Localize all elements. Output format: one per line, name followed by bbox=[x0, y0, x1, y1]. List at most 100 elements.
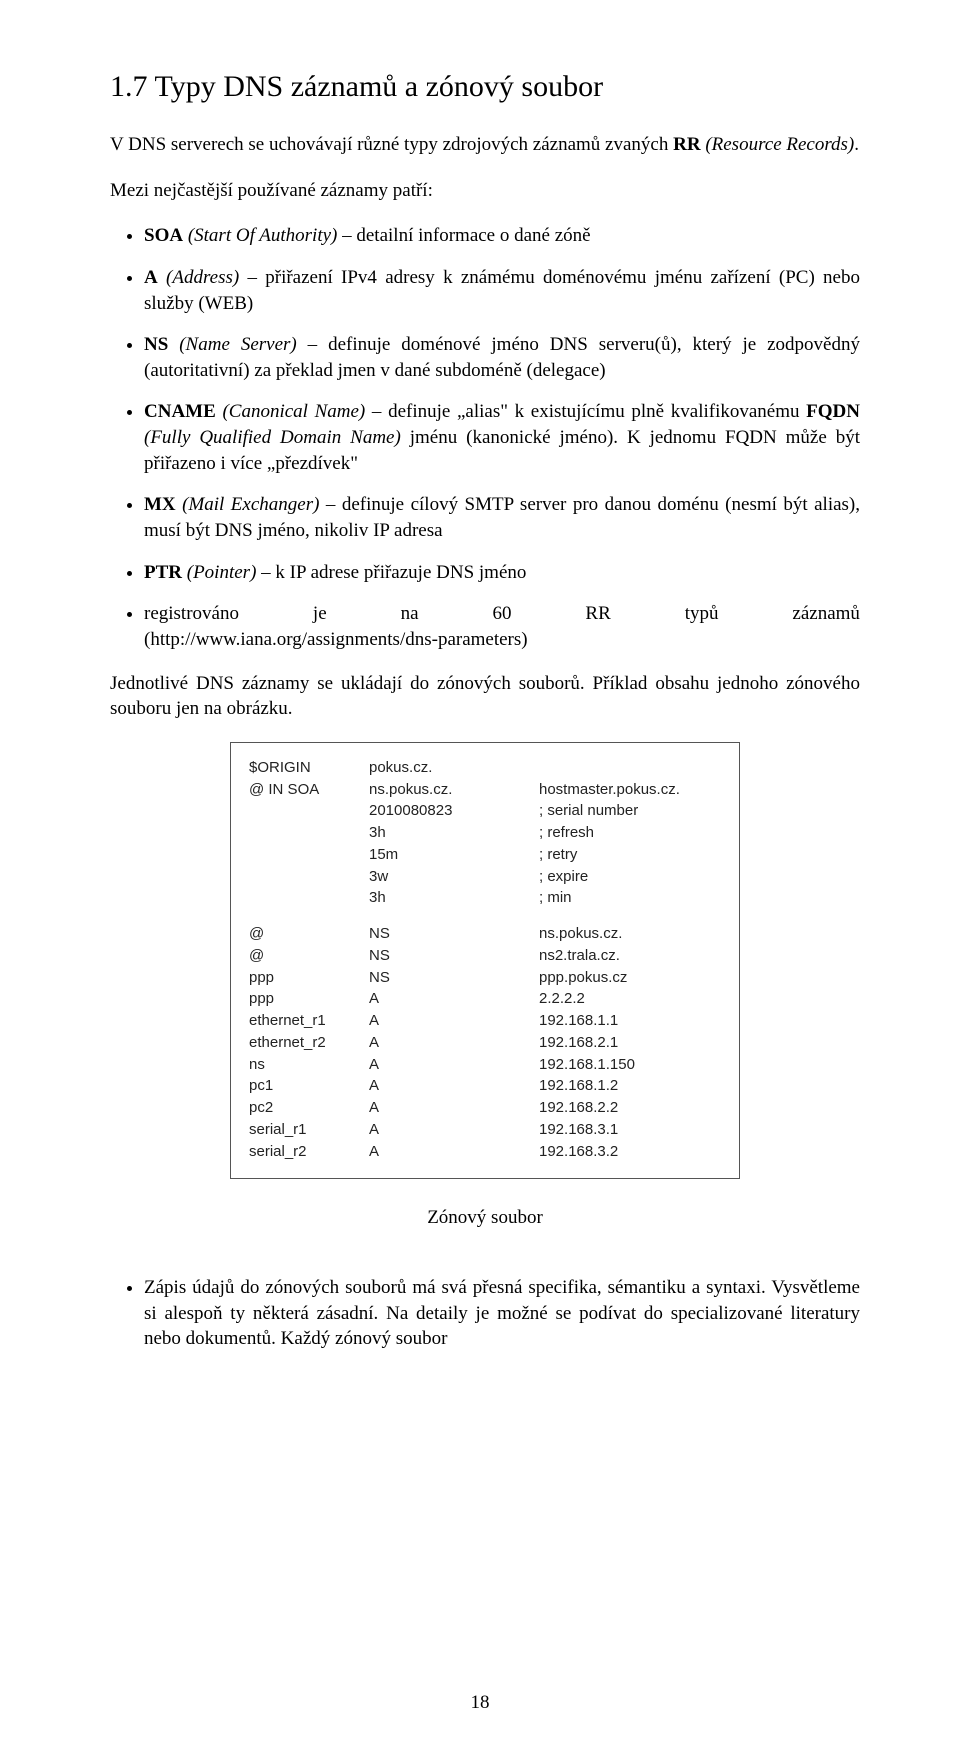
zone-body-cell: A bbox=[369, 1119, 539, 1141]
zone-body-cell: @ bbox=[249, 945, 369, 967]
mx-label: MX bbox=[144, 494, 176, 515]
rr-abbrev: RR bbox=[673, 134, 700, 155]
zone-body-row: pppA2.2.2.2 bbox=[249, 988, 721, 1010]
soa-label: SOA bbox=[144, 225, 183, 246]
reg-w4: RR bbox=[585, 601, 610, 627]
zone-body-cell: ppp.pokus.cz bbox=[539, 967, 721, 989]
reg-w2: na bbox=[401, 601, 419, 627]
cname-label: CNAME bbox=[144, 401, 216, 422]
fqdn-label: FQDN bbox=[806, 401, 860, 422]
page-number: 18 bbox=[0, 1692, 960, 1714]
ptr-italic: (Pointer) bbox=[182, 562, 256, 583]
zone-body-row: pc2A192.168.2.2 bbox=[249, 1097, 721, 1119]
cname-italic: (Canonical Name) bbox=[216, 401, 365, 422]
zone-body-cell: serial_r1 bbox=[249, 1119, 369, 1141]
zone-body-cell: 192.168.2.2 bbox=[539, 1097, 721, 1119]
zone-body-cell: ppp bbox=[249, 967, 369, 989]
zone-body-row: serial_r1A192.168.3.1 bbox=[249, 1119, 721, 1141]
soa-text: – detailní informace o dané zóně bbox=[337, 225, 590, 246]
zone-head-cell: ; retry bbox=[539, 844, 721, 866]
zone-body-row: serial_r2A192.168.3.2 bbox=[249, 1141, 721, 1163]
zone-head-cell bbox=[539, 757, 721, 779]
list-item-registered: registrováno je na 60 RR typů záznamů (h… bbox=[144, 601, 860, 652]
zone-head-cell: 15m bbox=[369, 844, 539, 866]
zone-body-cell: A bbox=[369, 1097, 539, 1119]
ns-italic: (Name Server) bbox=[168, 334, 296, 355]
reg-w3: 60 bbox=[492, 601, 511, 627]
zone-body-cell: ethernet_r1 bbox=[249, 1010, 369, 1032]
zone-body: @NSns.pokus.cz.@NSns2.trala.cz.pppNSppp.… bbox=[249, 923, 721, 1162]
list-item-soa: SOA (Start Of Authority) – detailní info… bbox=[144, 223, 860, 249]
zone-head-cell bbox=[249, 887, 369, 909]
zone-body-cell: 192.168.3.1 bbox=[539, 1119, 721, 1141]
zone-body-cell: 2.2.2.2 bbox=[539, 988, 721, 1010]
zone-body-row: pppNSppp.pokus.cz bbox=[249, 967, 721, 989]
intro-paragraph: V DNS serverech se uchovávají různé typy… bbox=[110, 132, 860, 158]
list-item-ptr: PTR (Pointer) – k IP adrese přiřazuje DN… bbox=[144, 560, 860, 586]
list-item-cname: CNAME (Canonical Name) – definuje „alias… bbox=[144, 399, 860, 476]
document-page: 1.7 Typy DNS záznamů a zónový soubor V D… bbox=[0, 0, 960, 1754]
zone-body-cell: serial_r2 bbox=[249, 1141, 369, 1163]
zone-head-cell bbox=[249, 844, 369, 866]
reg-line-1: registrováno je na 60 RR typů záznamů bbox=[144, 601, 860, 627]
zone-body-cell: ppp bbox=[249, 988, 369, 1010]
zone-head: $ORIGINpokus.cz.@ IN SOAns.pokus.cz.host… bbox=[249, 757, 721, 909]
zone-body-cell: ns2.trala.cz. bbox=[539, 945, 721, 967]
zone-body-cell: A bbox=[369, 988, 539, 1010]
cname-t1: – definuje „alias" k existujícímu plně k… bbox=[365, 401, 806, 422]
zone-head-cell bbox=[249, 822, 369, 844]
zone-file-paragraph: Jednotlivé DNS záznamy se ukládají do zó… bbox=[110, 671, 860, 722]
ns-label: NS bbox=[144, 334, 168, 355]
zone-body-cell: A bbox=[369, 1075, 539, 1097]
intro-tail: . bbox=[854, 134, 859, 155]
zone-body-row: ethernet_r2A192.168.2.1 bbox=[249, 1032, 721, 1054]
fqdn-italic: (Fully Qualified Domain Name) bbox=[144, 427, 401, 448]
list-item-a: A (Address) – přiřazení IPv4 adresy k zn… bbox=[144, 265, 860, 316]
zone-body-row: ethernet_r1A192.168.1.1 bbox=[249, 1010, 721, 1032]
zone-body-cell: @ bbox=[249, 923, 369, 945]
zone-head-cell bbox=[249, 800, 369, 822]
figure-caption: Zónový soubor bbox=[110, 1205, 860, 1231]
zone-body-row: @NSns2.trala.cz. bbox=[249, 945, 721, 967]
reg-w1: je bbox=[313, 601, 327, 627]
list-item-mx: MX (Mail Exchanger) – definuje cílový SM… bbox=[144, 492, 860, 543]
zone-head-cell: ; min bbox=[539, 887, 721, 909]
zone-head-cell: ; refresh bbox=[539, 822, 721, 844]
list-item-zone-syntax: Zápis údajů do zónových souborů má svá p… bbox=[144, 1275, 860, 1352]
zone-head-cell: 3w bbox=[369, 866, 539, 888]
zone-head-cell bbox=[249, 866, 369, 888]
zone-head-row: 2010080823; serial number bbox=[249, 800, 721, 822]
list-intro: Mezi nejčastější používané záznamy patří… bbox=[110, 178, 860, 204]
rr-type-list: SOA (Start Of Authority) – detailní info… bbox=[110, 223, 860, 652]
zone-body-cell: ns bbox=[249, 1054, 369, 1076]
zone-head-cell: 3h bbox=[369, 822, 539, 844]
zone-body-cell: NS bbox=[369, 967, 539, 989]
a-text: – přiřazení IPv4 adresy k známému doméno… bbox=[144, 267, 860, 314]
zone-head-row: 3h; min bbox=[249, 887, 721, 909]
zone-body-cell: NS bbox=[369, 945, 539, 967]
zone-head-cell: ns.pokus.cz. bbox=[369, 779, 539, 801]
zone-head-cell: pokus.cz. bbox=[369, 757, 539, 779]
zone-body-cell: 192.168.1.1 bbox=[539, 1010, 721, 1032]
soa-italic: (Start Of Authority) bbox=[183, 225, 337, 246]
zone-head-row: 3w; expire bbox=[249, 866, 721, 888]
zone-head-cell: @ IN SOA bbox=[249, 779, 369, 801]
zone-head-cell: 2010080823 bbox=[369, 800, 539, 822]
zone-body-cell: 192.168.3.2 bbox=[539, 1141, 721, 1163]
zone-body-cell: A bbox=[369, 1032, 539, 1054]
reg-w0: registrováno bbox=[144, 601, 239, 627]
zone-body-cell: A bbox=[369, 1141, 539, 1163]
zone-body-cell: ethernet_r2 bbox=[249, 1032, 369, 1054]
zone-body-cell: 192.168.1.2 bbox=[539, 1075, 721, 1097]
zone-body-row: @NSns.pokus.cz. bbox=[249, 923, 721, 945]
zone-body-row: pc1A192.168.1.2 bbox=[249, 1075, 721, 1097]
zone-head-row: @ IN SOAns.pokus.cz.hostmaster.pokus.cz. bbox=[249, 779, 721, 801]
a-label: A bbox=[144, 267, 158, 288]
a-italic: (Address) bbox=[158, 267, 239, 288]
zone-body-cell: ns.pokus.cz. bbox=[539, 923, 721, 945]
list-item-ns: NS (Name Server) – definuje doménové jmé… bbox=[144, 332, 860, 383]
zone-body-cell: 192.168.1.150 bbox=[539, 1054, 721, 1076]
rr-expansion: (Resource Records) bbox=[705, 134, 854, 155]
section-heading: 1.7 Typy DNS záznamů a zónový soubor bbox=[110, 70, 860, 104]
zone-head-cell: ; expire bbox=[539, 866, 721, 888]
